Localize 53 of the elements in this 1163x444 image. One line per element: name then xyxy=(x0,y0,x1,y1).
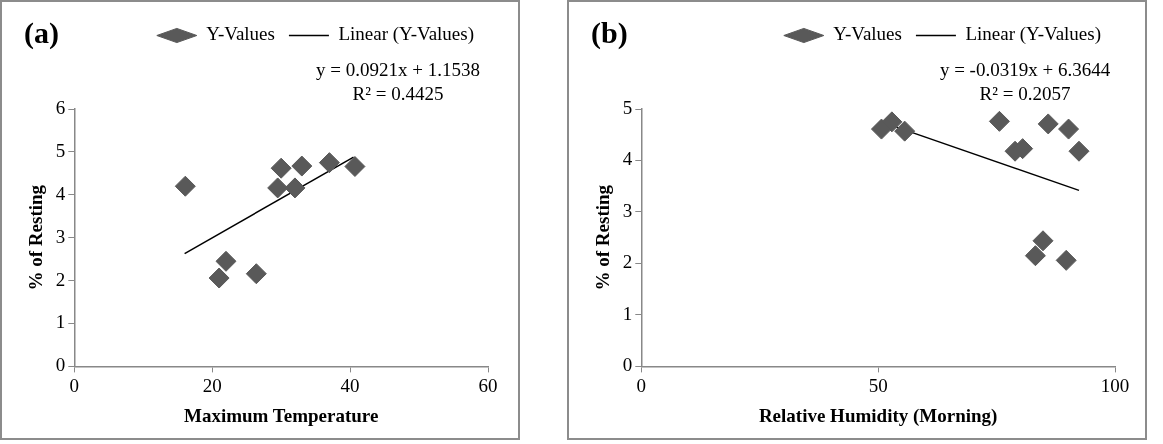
point xyxy=(284,177,306,199)
x-tick-label: 20 xyxy=(202,374,222,396)
point xyxy=(1068,140,1090,162)
y-tick-label: 4 xyxy=(622,148,633,170)
x-tick-label: 0 xyxy=(636,374,647,396)
point xyxy=(215,250,237,272)
point xyxy=(1058,118,1080,140)
x-axis-title: Maximum Temperature xyxy=(183,404,379,426)
point xyxy=(291,155,313,177)
x-tick-label: 40 xyxy=(340,374,360,396)
y-tick-label: 0 xyxy=(622,354,633,376)
legend-label: Y-Values xyxy=(206,23,275,45)
point xyxy=(1037,113,1059,135)
x-tick-label: 50 xyxy=(868,374,888,396)
y-tick-label: 2 xyxy=(55,268,66,290)
point xyxy=(881,111,903,133)
point xyxy=(174,175,196,197)
point xyxy=(988,110,1010,132)
legend-label: Linear (Y-Values) xyxy=(965,23,1102,46)
point xyxy=(1024,245,1046,267)
text: y = 0.0921x + 1.1538 xyxy=(316,59,480,81)
y-tick-label: 1 xyxy=(55,311,66,333)
point xyxy=(270,157,292,179)
point xyxy=(208,267,230,289)
y-tick-label: 3 xyxy=(55,225,66,247)
x-axis-title: Relative Humidity (Morning) xyxy=(758,404,998,427)
point xyxy=(318,152,340,174)
chart-title: (b) xyxy=(591,16,628,50)
y-tick-label: 2 xyxy=(622,251,633,273)
point xyxy=(894,120,916,142)
legend-label: Y-Values xyxy=(833,23,902,45)
y-tick-label: 3 xyxy=(622,199,633,221)
point xyxy=(267,177,289,199)
y-axis-title: % of Resting xyxy=(25,184,47,291)
y-tick-label: 0 xyxy=(55,354,66,376)
y-tick-label: 6 xyxy=(55,96,66,118)
legend-label: Linear (Y-Values) xyxy=(338,23,475,46)
x-tick-label: 60 xyxy=(478,374,498,396)
point xyxy=(245,263,267,285)
y-tick-label: 5 xyxy=(622,96,633,118)
chart-title: (a) xyxy=(24,16,59,50)
text: R² = 0.2057 xyxy=(979,83,1071,105)
text: R² = 0.4425 xyxy=(352,83,444,105)
point xyxy=(344,155,366,177)
y-tick-label: 1 xyxy=(622,302,633,324)
point xyxy=(1032,230,1054,252)
x-tick-label: 0 xyxy=(69,374,80,396)
x-tick-label: 100 xyxy=(1100,374,1130,396)
y-tick-label: 5 xyxy=(55,139,66,161)
text: y = -0.0319x + 6.3644 xyxy=(939,59,1111,81)
point xyxy=(1055,249,1077,271)
y-tick-label: 4 xyxy=(55,182,66,204)
y-axis-title: % of Resting xyxy=(592,184,614,291)
